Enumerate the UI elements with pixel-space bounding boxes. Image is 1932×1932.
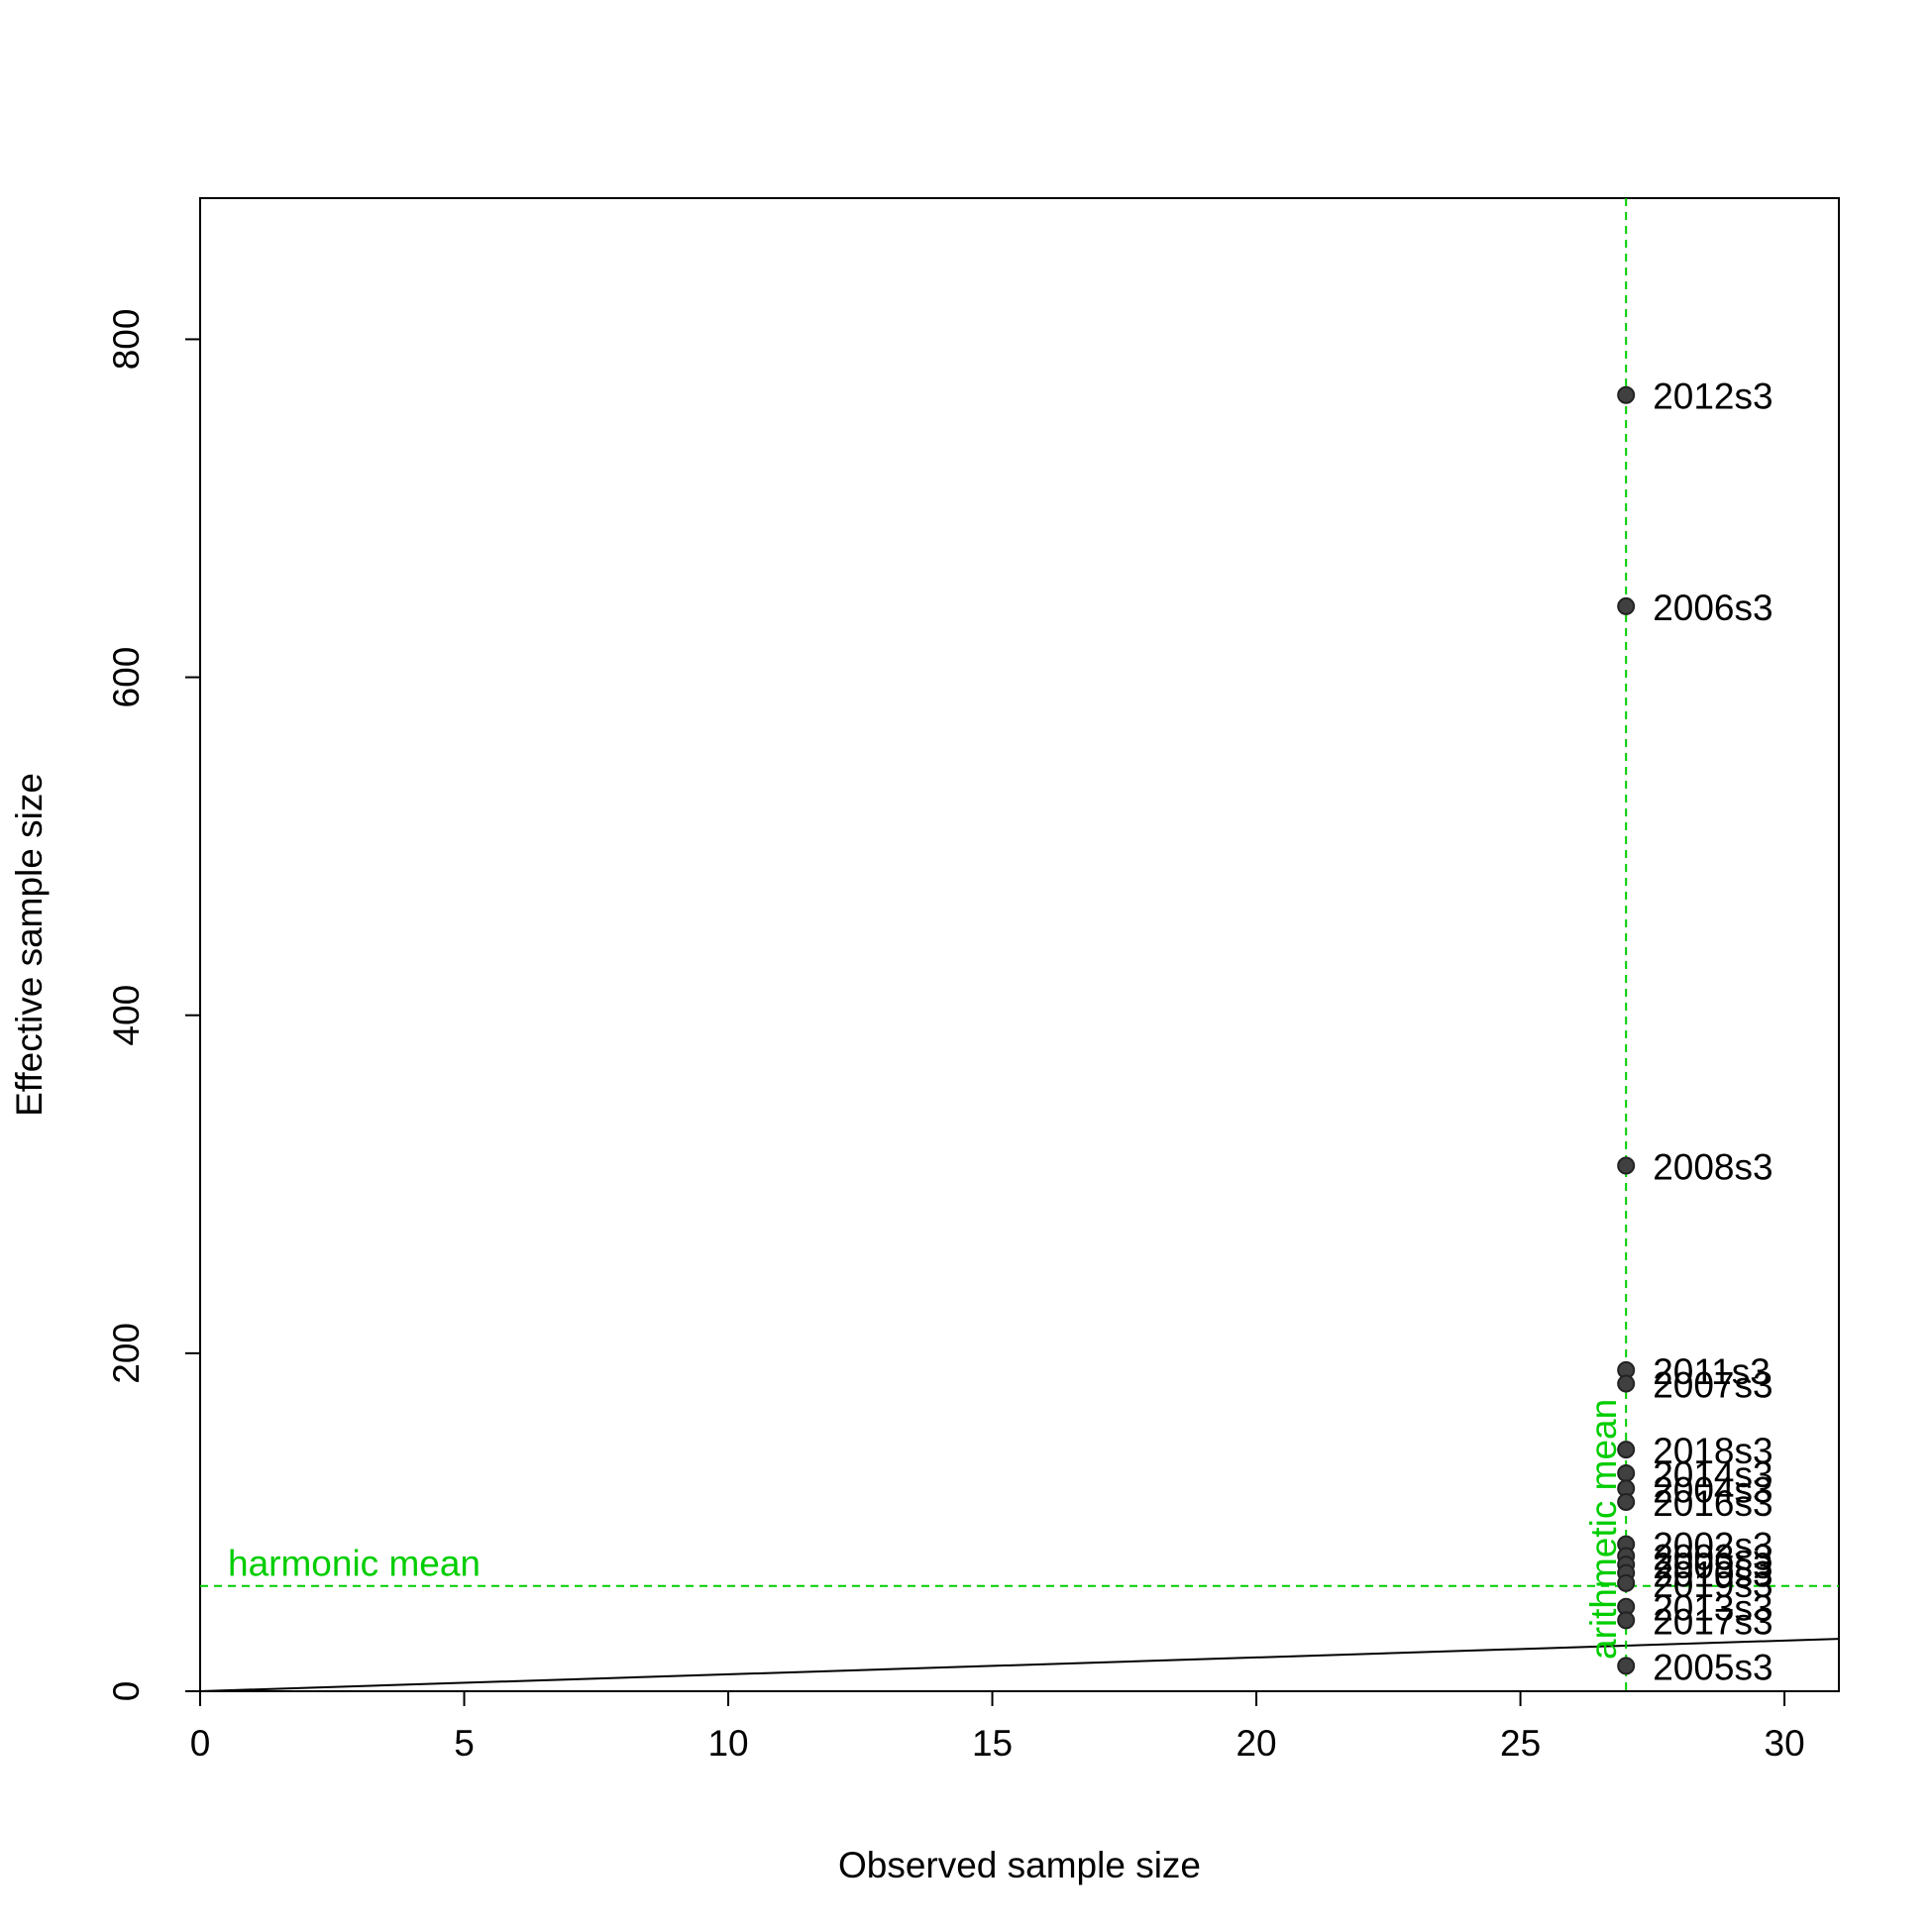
- x-tick-label: 0: [190, 1723, 211, 1764]
- x-tick-label: 15: [972, 1723, 1013, 1764]
- y-tick-label: 600: [106, 647, 147, 708]
- point-label: 2011s3: [1653, 1351, 1771, 1392]
- arithmetic-mean-label: arithmetic mean: [1583, 1399, 1624, 1660]
- y-axis-title: Effective sample size: [9, 773, 50, 1117]
- y-tick-label: 800: [106, 309, 147, 371]
- x-axis-title: Observed sample size: [838, 1845, 1201, 1885]
- point-label: 2007s3: [1653, 1365, 1772, 1406]
- one-to-one-line: [199, 1638, 1840, 1692]
- x-tick-label: 20: [1235, 1723, 1276, 1764]
- x-tick-label: 30: [1765, 1723, 1805, 1764]
- point-label: 2013s3: [1653, 1588, 1772, 1629]
- point-label: 2012s3: [1653, 376, 1772, 417]
- y-tick-label: 0: [106, 1681, 147, 1702]
- point: [1617, 596, 1636, 615]
- point: [1617, 1156, 1636, 1175]
- x-tick-label: 25: [1500, 1723, 1541, 1764]
- point-label: 2008s3: [1653, 1147, 1772, 1188]
- point-label: 2004s3: [1653, 1469, 1772, 1510]
- point-label: 2002s3: [1653, 1526, 1772, 1566]
- point-label: 2019s3: [1653, 1564, 1772, 1605]
- point-label: 2017s3: [1653, 1601, 1772, 1642]
- point: [1617, 1441, 1636, 1459]
- y-tick-label: 400: [106, 985, 147, 1046]
- x-tick-label: 10: [707, 1723, 748, 1764]
- point: [1617, 1463, 1636, 1482]
- point: [1617, 1657, 1636, 1675]
- point: [1617, 385, 1636, 404]
- point-label: 2003s3: [1653, 1538, 1772, 1578]
- point-label: 2009s3: [1653, 1546, 1772, 1586]
- point-label: 2016s3: [1653, 1483, 1772, 1524]
- y-tick-label: 200: [106, 1323, 147, 1384]
- point: [1617, 1374, 1636, 1393]
- harmonic-mean-label: harmonic mean: [228, 1544, 481, 1584]
- point-label: 2005s3: [1653, 1647, 1772, 1687]
- point-label: 2006s3: [1653, 588, 1772, 628]
- point-label: 2018s3: [1653, 1431, 1772, 1471]
- point-label: 2010s3: [1653, 1555, 1772, 1595]
- point: [1617, 1573, 1636, 1592]
- x-tick-label: 5: [454, 1723, 475, 1764]
- point: [1617, 1492, 1636, 1511]
- point-label: 2014s3: [1653, 1454, 1772, 1495]
- point: [1617, 1611, 1636, 1630]
